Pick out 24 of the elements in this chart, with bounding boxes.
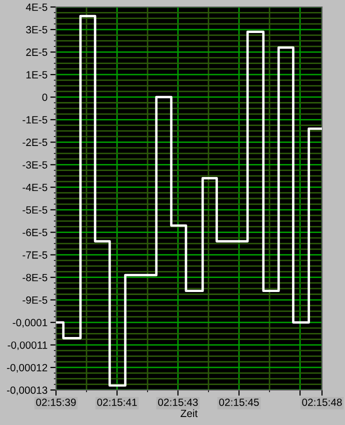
- y-tick-label: -8E-5: [22, 274, 48, 282]
- y-tick-label: -6E-5: [22, 228, 48, 236]
- y-tick-label: 4E-5: [26, 4, 48, 11]
- y-tick-label: 3E-5: [26, 26, 48, 34]
- y-tick-label: -9E-5: [22, 296, 48, 304]
- x-tick-label: 02:15:45: [219, 398, 259, 406]
- y-tick-label: -2E-5: [22, 138, 48, 146]
- y-tick-label: -0,00011: [8, 341, 48, 350]
- x-tick-label: 02:15:41: [97, 398, 137, 406]
- y-tick-label: -4E-5: [22, 184, 48, 192]
- y-tick-label: -0,00013: [7, 386, 48, 396]
- x-tick-label: 02:15:43: [158, 398, 198, 406]
- y-tick-label: -1E-5: [22, 116, 48, 124]
- y-tick-label: -5E-5: [22, 206, 48, 214]
- y-tick-label: -0,0001: [12, 318, 48, 328]
- x-axis-title: Zeit: [180, 409, 198, 418]
- y-tick-label: -3E-5: [22, 161, 48, 169]
- y-tick-label: 1E-5: [26, 71, 48, 78]
- y-tick-label: 2E-5: [26, 48, 48, 56]
- x-tick-label: 02:15:39: [36, 398, 76, 406]
- y-tick-label: -0,00012: [7, 364, 48, 373]
- y-tick-label: 0: [42, 94, 48, 101]
- x-tick-label: 02:15:48: [302, 398, 342, 406]
- y-tick-label: -7E-5: [22, 251, 48, 259]
